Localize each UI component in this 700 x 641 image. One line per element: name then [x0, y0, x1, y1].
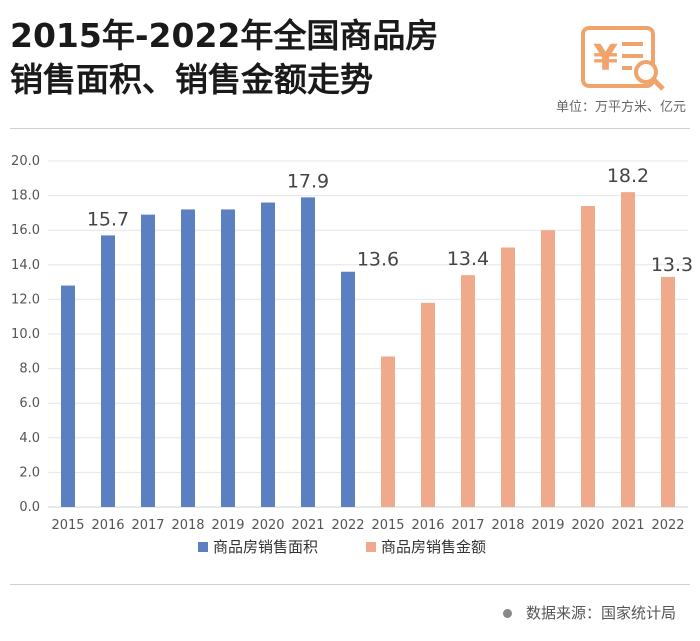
bar: [541, 230, 555, 507]
x-tick-label: 2018: [491, 518, 524, 533]
x-tick-label: 2015: [51, 518, 84, 533]
x-tick-label: 2019: [531, 518, 564, 533]
top-divider: [10, 128, 690, 129]
data-label: 15.7: [87, 208, 129, 230]
bar: [141, 214, 155, 507]
y-tick-label: 20.0: [11, 154, 40, 169]
bar: [381, 356, 395, 507]
bar: [261, 202, 275, 507]
x-tick-label: 2020: [251, 518, 284, 533]
title-line-2: 销售面积、销售金额走势: [10, 60, 373, 99]
x-tick-label: 2018: [171, 518, 204, 533]
bottom-divider: [10, 584, 690, 585]
source-label: 数据来源：国家统计局: [525, 604, 676, 622]
bullet-dot-icon: [502, 609, 512, 618]
legend-label: 商品房销售金额: [381, 538, 486, 556]
data-label: 13.4: [447, 248, 489, 270]
data-label: 13.6: [357, 249, 399, 271]
x-tick-label: 2021: [611, 518, 644, 533]
page-title: 2015年-2022年全国商品房 销售面积、销售金额走势: [10, 14, 438, 102]
y-tick-label: 18.0: [11, 189, 40, 204]
x-tick-label: 2015: [371, 518, 404, 533]
x-tick-label: 2022: [331, 518, 364, 533]
legend-label: 商品房销售面积: [213, 538, 318, 556]
svg-text:¥: ¥: [593, 38, 618, 79]
bar: [61, 285, 75, 507]
x-tick-label: 2016: [411, 518, 444, 533]
unit-label: 单位：万平方米、亿元: [555, 100, 686, 115]
y-tick-label: 4.0: [19, 431, 40, 446]
data-label: 13.3: [651, 254, 693, 276]
data-label: 18.2: [607, 165, 649, 187]
legend-swatch: [366, 542, 376, 552]
y-tick-label: 8.0: [19, 362, 40, 377]
data-label: 17.9: [287, 170, 329, 192]
source-note: 数据来源：国家统计局: [502, 602, 676, 623]
y-tick-label: 10.0: [11, 327, 40, 342]
x-tick-label: 2022: [651, 518, 684, 533]
bar: [181, 209, 195, 507]
bar: [221, 209, 235, 507]
x-tick-label: 2021: [291, 518, 324, 533]
bar-chart: 0.0 2.0 4.0 6.0 8.0 10.0 12.0 14.0 16.0 18.0 20.0 2…: [11, 154, 693, 556]
y-tick-label: 0.0: [19, 500, 40, 515]
bar: [421, 302, 435, 507]
bar: [581, 205, 595, 507]
x-tick-label: 2017: [451, 518, 484, 533]
bar: [661, 276, 675, 507]
y-tick-label: 2.0: [19, 465, 40, 480]
bar: [501, 247, 515, 507]
bar: [301, 197, 315, 507]
y-tick-label: 6.0: [19, 396, 40, 411]
bar: [621, 192, 635, 507]
y-tick-label: 14.0: [11, 258, 40, 273]
legend-swatch: [198, 542, 208, 552]
y-tick-label: 12.0: [11, 292, 40, 307]
x-tick-label: 2017: [131, 518, 164, 533]
x-tick-label: 2019: [211, 518, 244, 533]
x-tick-label: 2016: [91, 518, 124, 533]
x-tick-label: 2020: [571, 518, 604, 533]
bar: [461, 275, 475, 507]
title-line-1: 2015年-2022年全国商品房: [10, 16, 439, 55]
y-tick-label: 16.0: [11, 223, 40, 238]
bar: [341, 271, 355, 507]
receipt-search-icon: ¥: [581, 26, 665, 91]
bar: [101, 235, 115, 507]
